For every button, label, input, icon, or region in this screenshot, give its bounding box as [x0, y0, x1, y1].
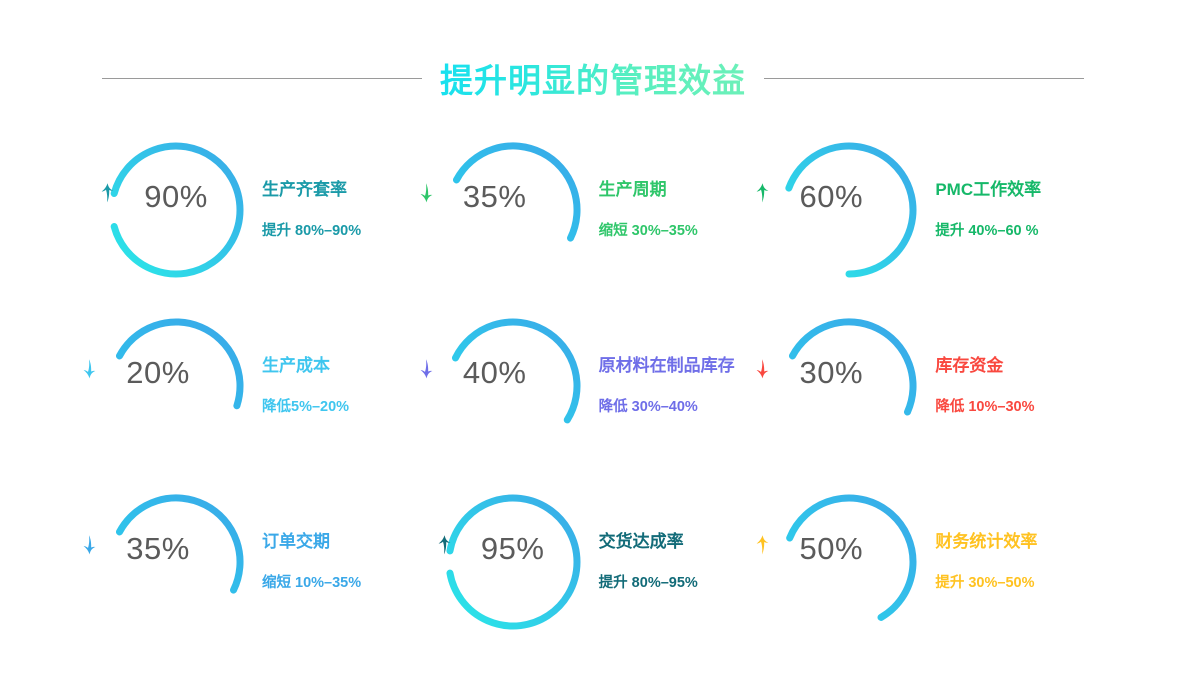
header-rule-left	[102, 77, 422, 79]
progress-ring-arc	[115, 494, 244, 594]
metric-subtitle: 提升 40%–60 %	[935, 222, 1039, 239]
page-title: 提升明显的管理效益	[440, 54, 746, 102]
metric-card: 60% PMC工作效率 提升 40%–60 %	[756, 122, 1096, 298]
metric-title: 库存资金	[935, 356, 1004, 376]
progress-ring: 50%	[756, 482, 929, 642]
progress-ring-arc	[789, 318, 917, 416]
metric-card-text: 生产成本 降低5%–20%	[262, 356, 423, 416]
progress-ring-arc	[785, 142, 917, 278]
progress-ring-arc	[451, 318, 581, 424]
progress-ring-arc	[452, 142, 581, 242]
metric-card: 35% 订单交期 缩短 10%–35%	[83, 474, 423, 650]
progress-ring: 90%	[96, 130, 256, 290]
metric-title: PMC工作效率	[935, 180, 1042, 200]
metric-card: 20% 生产成本 降低5%–20%	[83, 298, 423, 474]
metric-title: 生产周期	[598, 180, 667, 200]
metric-title: 生产齐套率	[262, 180, 347, 200]
metric-subtitle: 缩短 10%–35%	[262, 574, 362, 591]
metric-subtitle: 降低5%–20%	[262, 398, 350, 415]
metric-title: 交货达成率	[598, 532, 684, 552]
metric-title: 生产成本	[262, 356, 330, 376]
metric-subtitle: 提升 80%–95%	[598, 574, 698, 591]
metric-card-text: PMC工作效率 提升 40%–60 %	[935, 180, 1096, 240]
metric-card-text: 生产周期 缩短 30%–35%	[599, 180, 760, 240]
metric-subtitle: 降低 10%–30%	[935, 398, 1035, 415]
progress-ring-arc	[446, 494, 581, 630]
metric-card: 30% 库存资金 降低 10%–30%	[756, 298, 1096, 474]
metric-subtitle: 提升 80%–90%	[262, 222, 362, 239]
metric-card: 40% 原材料在制品库存 降低 30%–40%	[420, 298, 760, 474]
metric-card-text: 财务统计效率 提升 30%–50%	[935, 532, 1096, 592]
metric-card-text: 原材料在制品库存 降低 30%–40%	[599, 356, 760, 416]
metric-subtitle: 缩短 30%–35%	[598, 222, 698, 239]
progress-ring: 20%	[83, 306, 256, 466]
metric-card: 90% 生产齐套率 提升 80%–90%	[96, 122, 423, 298]
metric-card-text: 订单交期 缩短 10%–35%	[262, 532, 423, 592]
metric-card-text: 生产齐套率 提升 80%–90%	[262, 180, 423, 240]
progress-ring: 35%	[420, 130, 593, 290]
progress-ring: 30%	[756, 306, 929, 466]
progress-ring: 95%	[433, 482, 593, 642]
metric-card: 50% 财务统计效率 提升 30%–50%	[756, 474, 1096, 650]
metric-card: 95% 交货达成率 提升 80%–95%	[433, 474, 760, 650]
metric-title: 订单交期	[262, 532, 330, 552]
progress-ring: 35%	[83, 482, 256, 642]
header-rule-right	[764, 77, 1084, 79]
progress-ring: 40%	[420, 306, 593, 466]
metric-title: 原材料在制品库存	[598, 356, 735, 376]
metric-subtitle: 提升 30%–50%	[935, 574, 1035, 591]
progress-ring-arc	[110, 142, 244, 278]
page-header: 提升明显的管理效益	[0, 52, 1186, 104]
metric-subtitle: 降低 30%–40%	[598, 398, 698, 415]
metric-card-grid: 90% 生产齐套率 提升 80%–90%	[83, 122, 1096, 650]
metric-title: 财务统计效率	[935, 532, 1038, 552]
progress-ring-arc	[115, 318, 244, 410]
metric-card-text: 库存资金 降低 10%–30%	[935, 356, 1096, 416]
metric-card: 35% 生产周期 缩短 30%–35%	[420, 122, 760, 298]
metric-card-text: 交货达成率 提升 80%–95%	[599, 532, 760, 592]
progress-ring: 60%	[756, 130, 929, 290]
progress-ring-arc	[786, 494, 917, 621]
